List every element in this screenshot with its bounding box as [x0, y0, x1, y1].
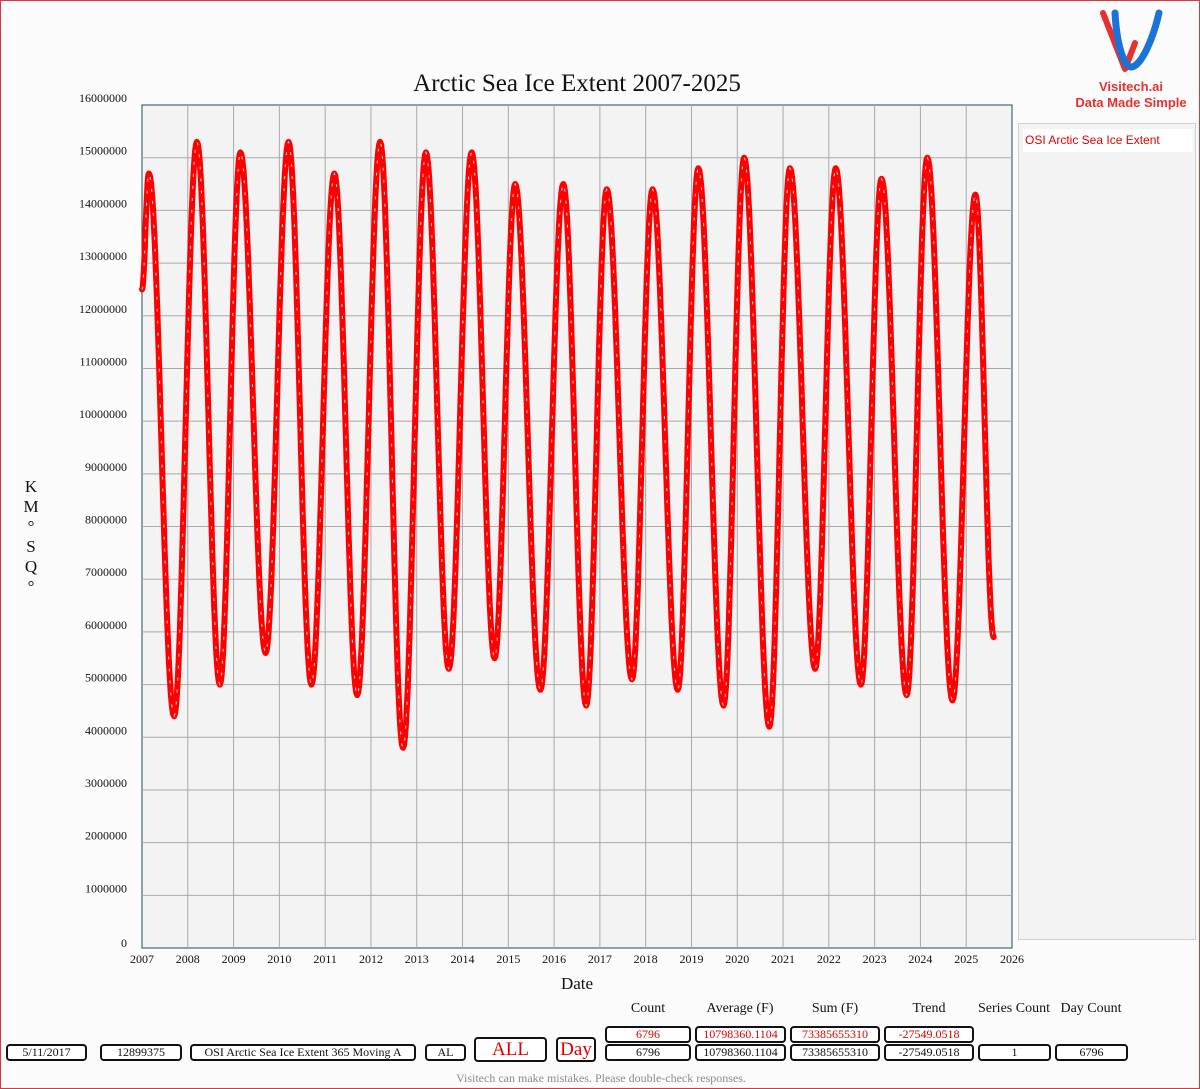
x-tick-label: 2023 [863, 952, 887, 966]
value-field[interactable]: 12899375 [100, 1044, 182, 1061]
x-tick-label: 2019 [679, 952, 703, 966]
y-tick-label: 2000000 [85, 829, 127, 843]
y-tick-label: 9000000 [85, 460, 127, 474]
chart: Arctic Sea Ice Extent 2007-2025 0 1000000… [79, 70, 1024, 993]
logo-tagline: Data Made Simple [1075, 95, 1186, 110]
y-tick-label: 0 [121, 936, 127, 950]
x-tick-label: 2007 [130, 952, 154, 966]
header-count: Count [630, 1001, 666, 1016]
y-tick-label: 13000000 [79, 249, 127, 263]
y-tick-label: 16000000 [79, 91, 127, 105]
day-period-button[interactable]: Day [556, 1037, 596, 1062]
average-total: 10798360.1104 [695, 1044, 786, 1061]
x-axis-label: Date [561, 974, 593, 993]
y-tick-label: 15000000 [79, 144, 127, 158]
x-tick-label: 2026 [1000, 952, 1024, 966]
x-tick-label: 2015 [496, 952, 520, 966]
x-tick-label: 2010 [267, 952, 291, 966]
x-tick-label: 2020 [725, 952, 749, 966]
x-tick-label: 2011 [313, 952, 337, 966]
day-count: 6796 [1055, 1044, 1128, 1061]
x-tick-label: 2016 [542, 952, 566, 966]
y-axis-label-glyph: ° [27, 517, 35, 536]
y-axis: 0 1000000 2000000 3000000 4000000 5000000 6000… [79, 91, 127, 950]
y-tick-label: 7000000 [85, 565, 127, 579]
y-tick-label: 11000000 [79, 354, 127, 368]
visitech-logo-mark: Visitech.ai Data Made Simple [1075, 9, 1187, 110]
y-axis-label-glyph: Q [24, 557, 38, 576]
x-axis: 2007 2008 2009 2010 2011 2012 2013 2014 2015 2016… [130, 952, 1024, 966]
x-tick-label: 2009 [222, 952, 246, 966]
count-total: 6796 [605, 1044, 691, 1061]
y-axis-label-glyph: S [26, 537, 36, 556]
header-trend: Trend [912, 1001, 946, 1016]
y-tick-label: 1000000 [85, 881, 127, 895]
x-tick-label: 2014 [451, 952, 475, 966]
average-selected: 10798360.1104 [695, 1026, 786, 1043]
header-average: Average (F) [706, 1001, 774, 1016]
series-layer [139, 138, 997, 751]
y-tick-label: 8000000 [85, 513, 127, 527]
count-selected: 6796 [605, 1026, 691, 1043]
x-tick-label: 2021 [771, 952, 795, 966]
all-range-button[interactable]: ALL [474, 1037, 547, 1062]
y-axis-label-glyph: ° [27, 577, 35, 596]
y-tick-label: 6000000 [85, 618, 127, 632]
header-series-count: Series Count [978, 1001, 1050, 1016]
date-field[interactable]: 5/11/2017 [6, 1044, 87, 1061]
x-tick-label: 2022 [817, 952, 841, 966]
chart-title: Arctic Sea Ice Extent 2007-2025 [413, 70, 741, 97]
y-tick-label: 14000000 [79, 196, 127, 210]
region-field[interactable]: AL [425, 1044, 466, 1061]
x-tick-label: 2008 [176, 952, 200, 966]
x-tick-label: 2025 [954, 952, 978, 966]
legend-panel: OSI Arctic Sea Ice Extent [1018, 123, 1196, 940]
header-sum: Sum (F) [811, 1001, 859, 1016]
x-tick-label: 2017 [588, 952, 612, 966]
x-tick-label: 2013 [405, 952, 429, 966]
y-tick-label: 10000000 [79, 407, 127, 421]
y-tick-label: 12000000 [79, 302, 127, 316]
y-tick-label: 3000000 [85, 776, 127, 790]
x-tick-label: 2012 [359, 952, 383, 966]
series-line-highlight [141, 140, 995, 750]
x-tick-label: 2018 [634, 952, 658, 966]
series-count: 1 [978, 1044, 1051, 1061]
logo-name: Visitech.ai [1099, 79, 1163, 94]
disclaimer: Visitech can make mistakes. Please doubl… [456, 1071, 746, 1085]
y-tick-label: 4000000 [85, 723, 127, 737]
sum-selected: 73385655310 [790, 1026, 880, 1043]
trend-total: -27549.0518 [884, 1044, 974, 1061]
legend-item-osi-arctic-sea-ice-extent[interactable]: OSI Arctic Sea Ice Extent [1023, 129, 1193, 152]
header-day-count: Day Count [1060, 1001, 1122, 1016]
sum-total: 73385655310 [790, 1044, 880, 1061]
x-tick-label: 2024 [908, 952, 932, 966]
y-tick-label: 5000000 [85, 671, 127, 685]
y-axis-label-glyph: K [24, 477, 38, 496]
visitech-logo: Visitech.ai Data Made Simple [1069, 9, 1191, 113]
series-name-field[interactable]: OSI Arctic Sea Ice Extent 365 Moving A [190, 1044, 416, 1061]
y-axis-label-glyph: M [23, 497, 39, 516]
trend-selected: -27549.0518 [884, 1026, 974, 1043]
